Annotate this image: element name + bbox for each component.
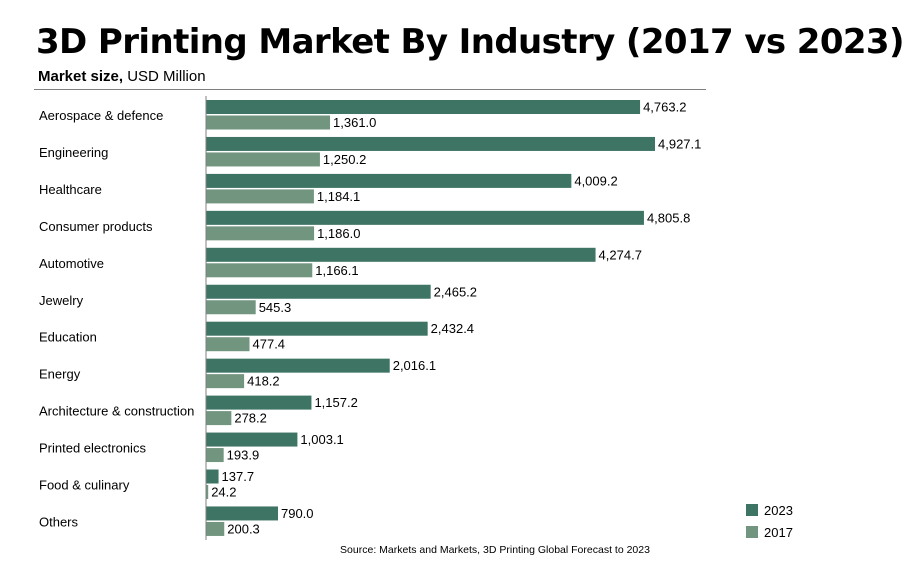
bar-2017-energy [206,374,245,389]
bar-2017-engineering [206,152,320,167]
value-label-2023-consumer-products: 4,805.8 [647,210,690,225]
category-label-architecture-and-construction: Architecture & construction [39,404,194,419]
value-label-2017-others: 200.3 [227,521,260,536]
value-label-2023-others: 790.0 [281,506,314,521]
category-label-aerospace-and-defence: Aerospace & defence [39,108,163,123]
category-label-consumer-products: Consumer products [39,219,153,234]
bar-2023-consumer-products [206,210,644,225]
value-label-2023-automotive: 4,274.7 [599,247,642,262]
bar-2023-food-and-culinary [206,469,219,484]
value-label-2017-engineering: 1,250.2 [323,152,366,167]
value-label-2017-healthcare: 1,184.1 [317,189,360,204]
value-label-2017-jewelry: 545.3 [259,300,292,315]
value-label-2023-printed-electronics: 1,003.1 [300,432,343,447]
title-divider [34,89,706,90]
chart-subtitle: Market size, USD Million [38,68,206,85]
value-label-2023-food-and-culinary: 137.7 [222,469,255,484]
legend-swatch-2017 [746,526,758,538]
chart-title: 3D Printing Market By Industry (2017 vs … [36,22,905,62]
value-label-2023-healthcare: 4,009.2 [574,173,617,188]
subtitle-bold: Market size, [38,68,124,85]
category-label-engineering: Engineering [39,145,108,160]
value-label-2017-food-and-culinary: 24.2 [211,485,236,500]
source-note: Source: Markets and Markets, 3D Printing… [340,544,650,556]
legend-item-2023: 2023 [746,499,793,521]
value-label-2023-energy: 2,016.1 [393,358,436,373]
value-label-2023-architecture-and-construction: 1,157.2 [314,395,357,410]
bar-2023-printed-electronics [206,432,298,447]
value-label-2023-education: 2,432.4 [431,321,474,336]
value-label-2023-jewelry: 2,465.2 [434,284,477,299]
value-label-2023-aerospace-and-defence: 4,763.2 [643,100,686,115]
value-label-2017-architecture-and-construction: 278.2 [234,411,267,426]
bar-2023-education [206,321,428,336]
bar-2017-healthcare [206,189,314,204]
value-label-2017-education: 477.4 [253,337,286,352]
value-label-2017-energy: 418.2 [247,374,280,389]
category-label-food-and-culinary: Food & culinary [39,478,130,493]
bar-2017-printed-electronics [206,448,224,463]
value-label-2017-aerospace-and-defence: 1,361.0 [333,115,376,130]
bar-2017-aerospace-and-defence [206,115,331,130]
bar-2023-engineering [206,136,655,151]
legend-label-2017: 2017 [764,524,793,540]
legend-swatch-2023 [746,504,758,516]
bar-2023-healthcare [206,173,572,188]
category-label-healthcare: Healthcare [39,182,102,197]
legend-label-2023: 2023 [764,502,793,518]
value-label-2023-engineering: 4,927.1 [658,136,701,151]
bar-2023-jewelry [206,284,431,299]
category-label-jewelry: Jewelry [39,293,84,308]
bar-2023-energy [206,358,390,373]
value-label-2017-printed-electronics: 193.9 [227,448,260,463]
category-label-education: Education [39,330,97,345]
bar-2023-automotive [206,247,596,262]
category-label-energy: Energy [39,367,81,382]
subtitle-unit: USD Million [123,68,206,85]
category-label-automotive: Automotive [39,256,104,271]
category-label-others: Others [39,514,79,529]
category-label-printed-electronics: Printed electronics [39,441,146,456]
bar-2017-food-and-culinary [206,485,209,499]
bar-2017-jewelry [206,300,256,315]
legend: 2023 2017 [746,499,793,543]
bar-2017-others [206,521,225,536]
value-label-2017-consumer-products: 1,186.0 [317,226,360,241]
bar-2017-education [206,337,250,352]
bar-2023-architecture-and-construction [206,395,312,410]
bar-2017-architecture-and-construction [206,411,232,426]
value-label-2017-automotive: 1,166.1 [315,263,358,278]
bar-2023-aerospace-and-defence [206,100,641,114]
bar-2017-automotive [206,263,313,278]
bar-2023-others [206,506,278,521]
bar-2017-consumer-products [206,226,315,241]
legend-item-2017: 2017 [746,521,793,543]
